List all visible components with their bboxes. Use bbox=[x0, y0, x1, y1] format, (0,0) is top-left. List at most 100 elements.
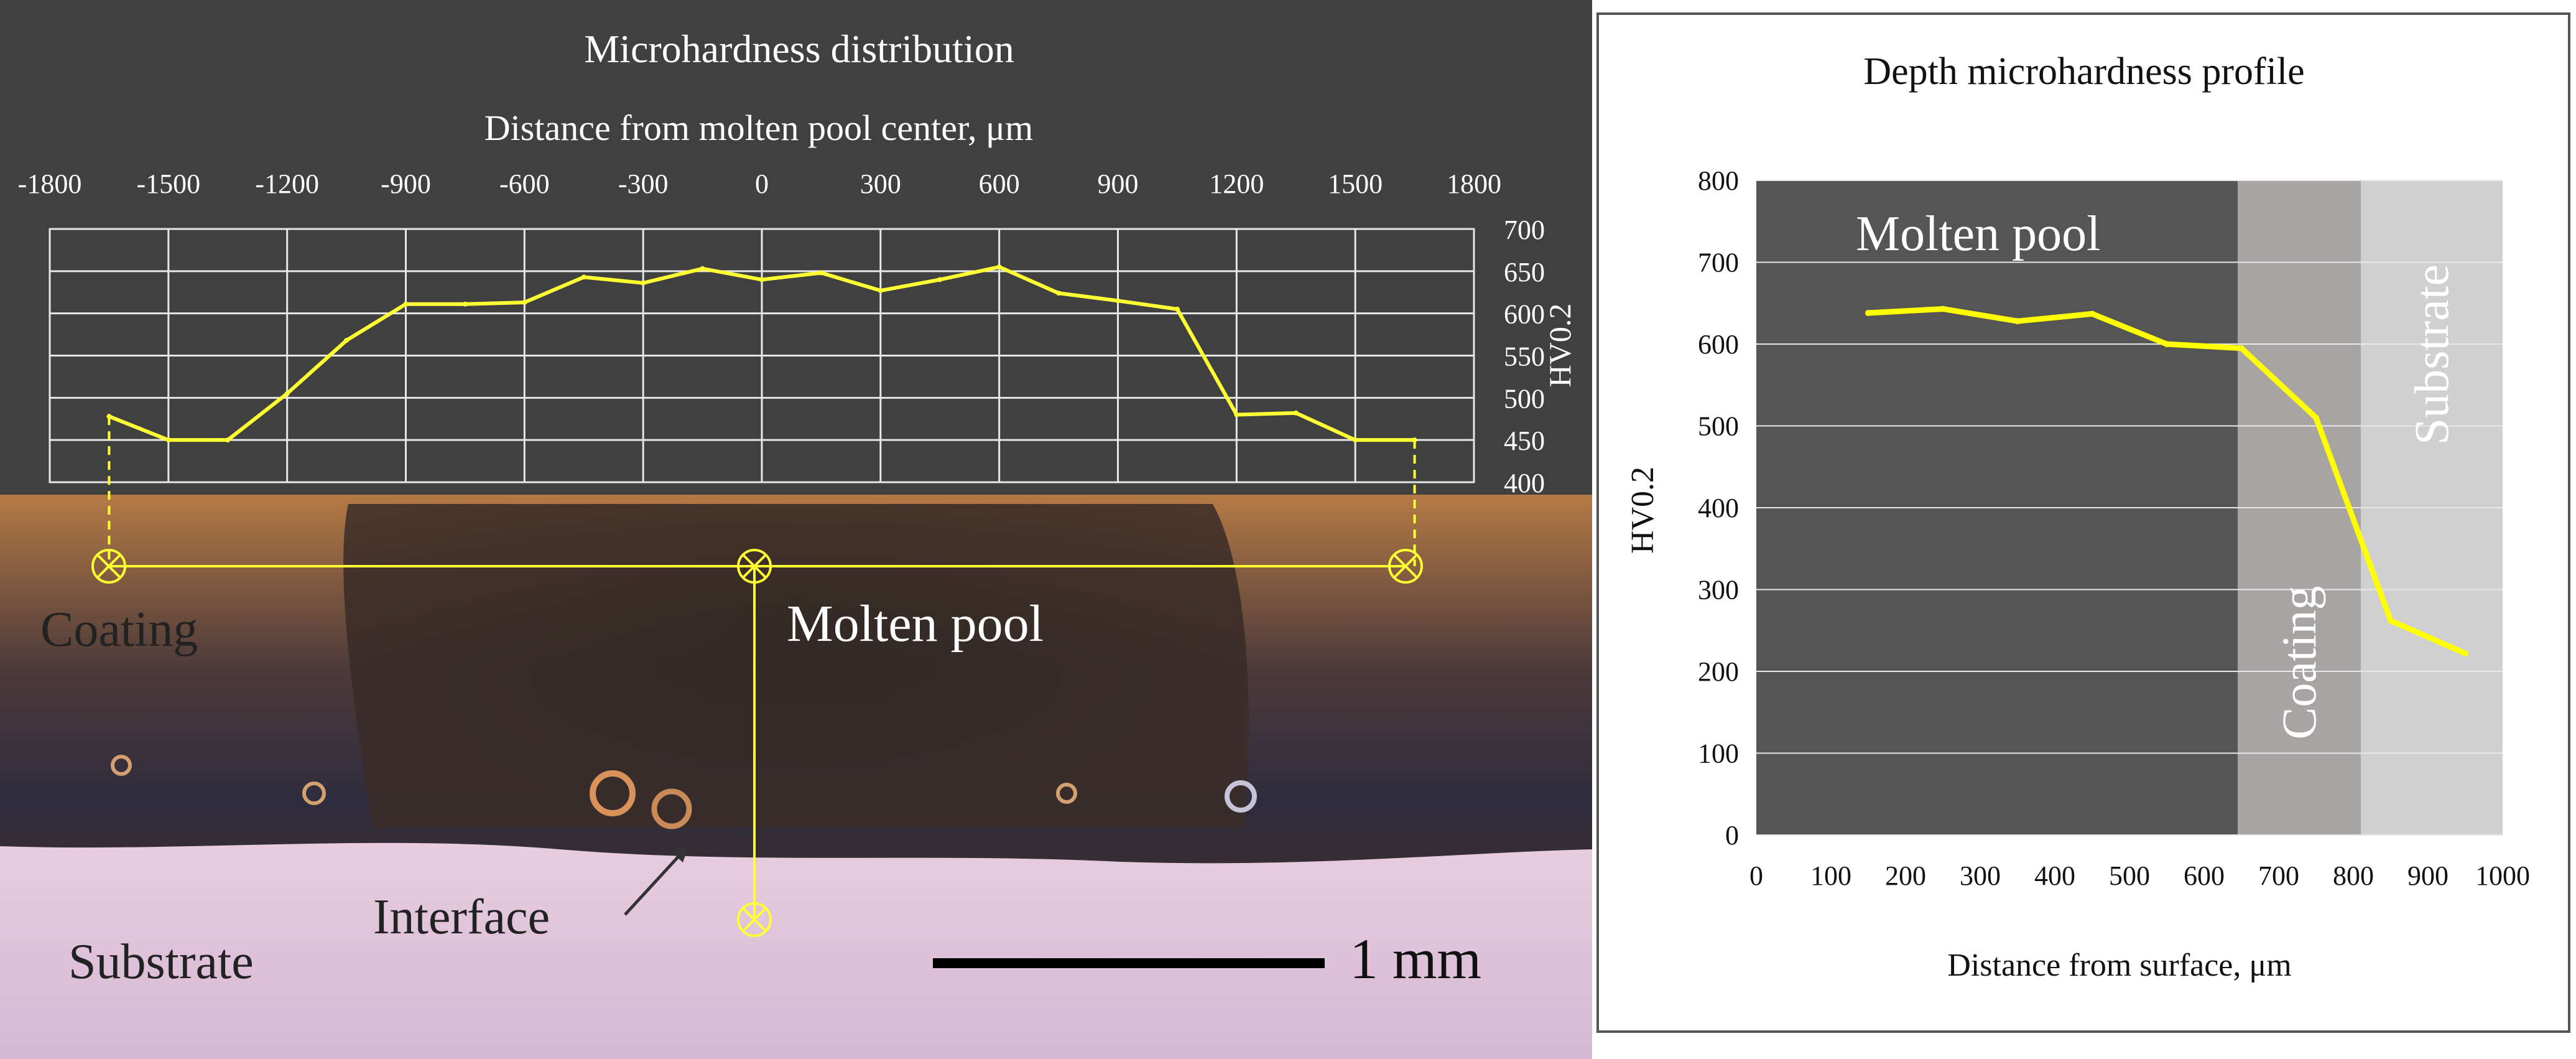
x-tick-label: 800 bbox=[2333, 861, 2374, 891]
interface-label: Interface bbox=[373, 890, 550, 945]
pore bbox=[1225, 780, 1257, 813]
coating-label: Coating bbox=[40, 602, 198, 657]
micrograph bbox=[0, 495, 1592, 1059]
right-chart-data-points bbox=[1865, 306, 2468, 657]
x-tick-label: 300 bbox=[860, 169, 901, 199]
region-label-molten-pool: Molten pool bbox=[1856, 207, 2100, 261]
data-point bbox=[1115, 298, 1121, 304]
data-point bbox=[2014, 318, 2021, 325]
right-chart-region-labels: Molten pool Coating Substrate bbox=[1856, 207, 2458, 740]
molten-pool-region bbox=[343, 504, 1249, 828]
left-chart-drop-lines bbox=[108, 416, 1416, 566]
data-point bbox=[403, 301, 409, 307]
x-tick-label: 0 bbox=[1749, 861, 1763, 891]
y-tick-label: 100 bbox=[1698, 739, 1739, 769]
x-tick-label: 0 bbox=[755, 169, 769, 199]
data-point bbox=[581, 274, 586, 280]
data-point bbox=[700, 266, 705, 271]
x-tick-label: 600 bbox=[979, 169, 1020, 199]
data-point bbox=[1412, 437, 1417, 443]
chart-background bbox=[0, 0, 1592, 498]
pore bbox=[302, 781, 326, 805]
x-tick-label: 1800 bbox=[1447, 169, 1501, 199]
depth-microhardness-panel: 0 100 200 300 400 500 600 700 800 900 1000 0 100 200… bbox=[1596, 12, 2570, 1033]
x-tick-label: -600 bbox=[499, 169, 550, 199]
data-point bbox=[1174, 306, 1180, 312]
y-tick-label: 700 bbox=[1698, 248, 1739, 278]
left-chart-x-ticks: -1800 -1500 -1200 -900 -600 -300 0 300 600 900 120… bbox=[18, 169, 1501, 199]
data-point bbox=[462, 301, 468, 307]
y-tick-label: 200 bbox=[1698, 656, 1739, 687]
left-chart-data-points bbox=[106, 264, 1417, 443]
data-point bbox=[2238, 345, 2245, 352]
interface-arrow-head bbox=[672, 845, 689, 862]
indent-marker-bottom bbox=[737, 902, 772, 937]
data-point bbox=[759, 277, 764, 282]
y-tick-label: 550 bbox=[1504, 342, 1545, 372]
right-chart-x-axis-label: Distance from surface, μm bbox=[1947, 948, 2291, 983]
x-tick-label: 300 bbox=[1960, 861, 2001, 891]
x-tick-label: 400 bbox=[2034, 861, 2075, 891]
y-tick-label: 400 bbox=[1698, 493, 1739, 523]
data-point bbox=[165, 437, 171, 443]
indentation-markers bbox=[91, 549, 1423, 937]
indent-marker-right bbox=[1388, 549, 1423, 584]
y-tick-label: 500 bbox=[1504, 383, 1545, 414]
data-point bbox=[1865, 310, 1871, 317]
data-point bbox=[2462, 650, 2468, 657]
x-tick-label: 700 bbox=[2258, 861, 2299, 891]
y-tick-label: 600 bbox=[1504, 299, 1545, 330]
data-point bbox=[996, 264, 1002, 270]
right-chart-x-ticks: 0 100 200 300 400 500 600 700 800 900 1000 bbox=[1749, 861, 2530, 891]
y-tick-label: 500 bbox=[1698, 411, 1739, 442]
x-tick-label: -900 bbox=[381, 169, 431, 199]
right-chart-y-axis-label: HV0.2 bbox=[1625, 467, 1661, 554]
y-tick-label: 650 bbox=[1504, 257, 1545, 287]
region-label-substrate: Substrate bbox=[2404, 264, 2458, 445]
data-point bbox=[225, 437, 231, 443]
x-tick-label: 1000 bbox=[2475, 861, 2530, 891]
x-tick-label: -1500 bbox=[137, 169, 201, 199]
data-point bbox=[1940, 306, 1946, 312]
region-label-coating: Coating bbox=[2272, 586, 2326, 740]
substrate-layer bbox=[0, 842, 1592, 1059]
data-point bbox=[522, 300, 527, 306]
data-point bbox=[2089, 310, 2095, 317]
data-point bbox=[106, 414, 112, 419]
data-point bbox=[1353, 437, 1358, 443]
pore bbox=[590, 770, 636, 816]
y-tick-label: 600 bbox=[1698, 329, 1739, 360]
data-point bbox=[1293, 410, 1299, 416]
data-point bbox=[937, 277, 943, 282]
right-chart-y-ticks: 0 100 200 300 400 500 600 700 800 bbox=[1698, 166, 1739, 851]
data-point bbox=[1234, 412, 1239, 418]
data-point bbox=[878, 288, 883, 294]
x-tick-label: 1500 bbox=[1328, 169, 1383, 199]
x-tick-label: 100 bbox=[1810, 861, 1851, 891]
x-tick-label: 1200 bbox=[1209, 169, 1264, 199]
y-tick-label: 800 bbox=[1698, 166, 1739, 196]
data-point bbox=[818, 270, 824, 276]
data-point bbox=[344, 338, 350, 343]
data-point bbox=[2388, 617, 2394, 624]
left-chart-y-ticks: 400 450 500 550 600 650 700 bbox=[1504, 215, 1545, 498]
y-tick-label: 700 bbox=[1504, 215, 1545, 245]
data-point bbox=[2313, 414, 2319, 421]
pore bbox=[1056, 783, 1077, 804]
y-tick-label: 450 bbox=[1504, 426, 1545, 456]
x-tick-label: 500 bbox=[2109, 861, 2150, 891]
y-tick-label: 0 bbox=[1725, 820, 1739, 851]
molten-pool-label: Molten pool bbox=[787, 595, 1044, 653]
x-tick-label: 900 bbox=[1098, 169, 1139, 199]
x-tick-label: 900 bbox=[2407, 861, 2449, 891]
x-tick-label: -1800 bbox=[18, 169, 82, 199]
data-point bbox=[1056, 291, 1062, 296]
x-tick-label: 600 bbox=[2184, 861, 2225, 891]
indent-marker-left bbox=[91, 549, 126, 584]
x-tick-label: -1200 bbox=[255, 169, 319, 199]
indent-marker-center bbox=[737, 549, 772, 584]
pore bbox=[651, 788, 692, 829]
left-chart-y-axis-label: HV0.2 bbox=[1542, 304, 1577, 388]
right-chart-title: Depth microhardness profile bbox=[1863, 50, 2304, 93]
data-point bbox=[2164, 341, 2170, 347]
